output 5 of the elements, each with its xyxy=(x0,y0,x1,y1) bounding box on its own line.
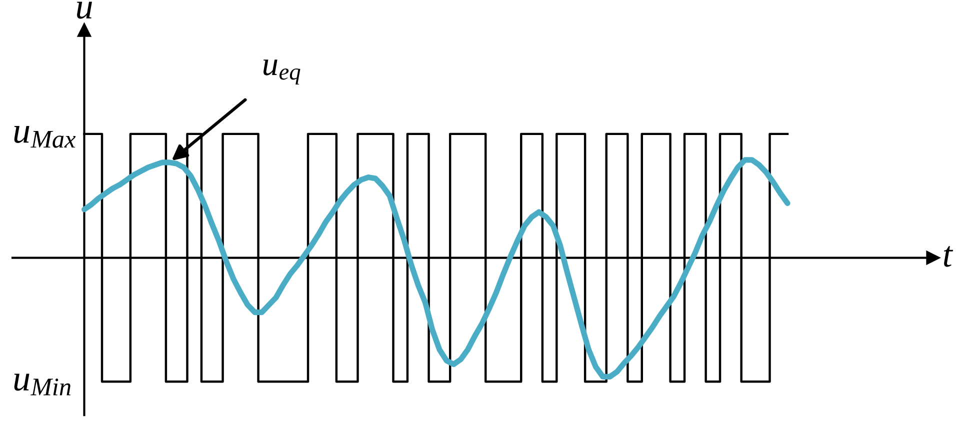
text: u$_{Min}$ xyxy=(14,374,71,396)
text: u$_{Max}$ xyxy=(14,126,76,148)
x-axis-title: t xyxy=(944,246,954,267)
y-axis-title: u xyxy=(77,2,92,19)
text: u$_{eq}$ xyxy=(264,60,300,85)
